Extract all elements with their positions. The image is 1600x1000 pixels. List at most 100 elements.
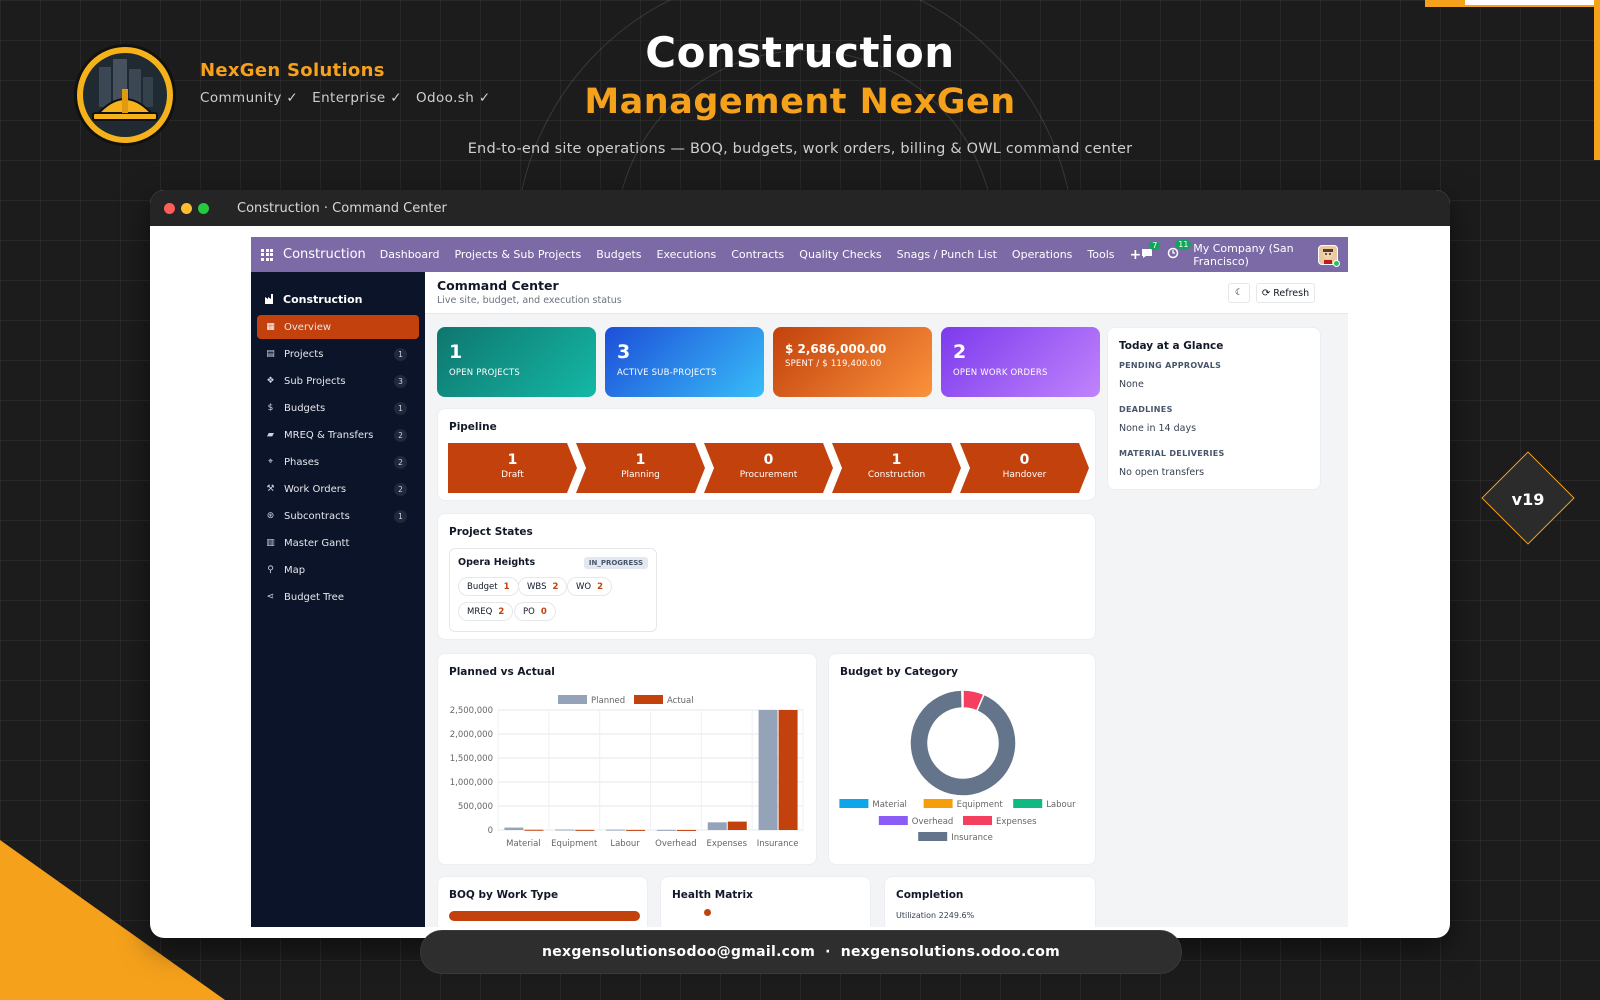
status-badge: IN_PROGRESS [583,557,648,569]
completion-utilization: Utilization 2249.6% [896,911,975,920]
legend-swatch [963,816,992,825]
slice-insurance [909,689,1017,797]
plus-icon[interactable]: + [1129,246,1142,263]
menu-quality-checks[interactable]: Quality Checks [799,248,882,261]
legend-label: Actual [667,696,694,706]
brand-logo [74,44,176,146]
refresh-button[interactable]: ⟳ Refresh [1256,283,1315,303]
planned-vs-actual-chart: Planned Actual 2,500,000 2,000,000 1,500,000… [450,695,804,849]
kpi-value: 3 [617,341,631,363]
activities-icon[interactable]: 11 [1167,240,1192,262]
pill-budget[interactable]: Budget 1 [458,577,519,596]
menu-snags[interactable]: Snags / Punch List [896,248,997,261]
sidebar-heading: Construction [251,286,425,312]
kpi-label: OPEN PROJECTS [449,368,520,378]
sidebar-item-budget-tree[interactable]: ⋖ Budget Tree [257,585,419,609]
pipeline-stage-planning[interactable]: 1 Planning [576,443,705,493]
contact-footer: nexgensolutionsodoo@gmail.com · nexgenso… [420,930,1182,974]
pipeline-stage-handover[interactable]: 0 Handover [960,443,1089,493]
legend-swatch [878,816,908,825]
dark-mode-button[interactable]: ☾ [1228,283,1250,303]
bar-planned [656,829,676,831]
legend-swatch [634,695,663,704]
menu-projects[interactable]: Projects & Sub Projects [454,248,582,261]
x-tick-label: Expenses [707,839,748,849]
app-name[interactable]: Construction [283,247,366,262]
sidebar-item-label: Overview [284,321,332,333]
bar-actual [575,829,595,831]
pipeline-stage-procurement[interactable]: 0 Procurement [704,443,833,493]
x-tick-label: Labour [610,839,640,849]
boq-bar [449,911,640,921]
user-avatar[interactable] [1318,244,1340,267]
page-subtitle: Live site, budget, and execution status [437,295,622,306]
kpi-open-projects[interactable]: 1 OPEN PROJECTS [437,327,596,397]
messages-icon[interactable]: 7 [1141,240,1161,262]
footer-website[interactable]: nexgensolutions.odoo.com [840,944,1061,960]
sidebar-item-label: Budgets [284,402,326,414]
command-center-header: Command Center Live site, budget, and ex… [425,272,1348,314]
chart-title: Planned vs Actual [449,666,555,678]
window-title-bar: Construction · Command Center [150,190,1450,226]
sidebar-item-projects[interactable]: ▤ Projects 1 [257,342,419,366]
sidebar-item-label: Master Gantt [284,537,350,549]
sidebar-item-map[interactable]: ⚲ Map [257,558,419,582]
legend-swatch [839,799,869,808]
company-switcher[interactable]: My Company (San Francisco) [1193,241,1294,268]
menu-executions[interactable]: Executions [656,248,717,261]
sidebar-item-label: Map [284,564,306,576]
sidebar-item-phases[interactable]: ⌖ Phases 2 [257,450,419,474]
apps-grid-icon[interactable] [261,248,273,261]
menu-operations[interactable]: Operations [1011,248,1073,261]
kpi-spent[interactable]: $ 2,686,000.00 SPENT / $ 119,400.00 [773,327,932,397]
pipeline-stage-construction[interactable]: 1 Construction [832,443,961,493]
kpi-active-sub-projects[interactable]: 3 ACTIVE SUB-PROJECTS [605,327,764,397]
health-title: Health Matrix [672,889,753,901]
pill-wbs[interactable]: WBS 2 [518,577,568,596]
sidebar-item-sub-projects[interactable]: ❖ Sub Projects 3 [257,369,419,393]
project-card[interactable]: Opera Heights IN_PROGRESS Budget 1 WBS 2 W… [449,548,657,632]
glance-heading: DEADLINES [1119,405,1173,414]
pill-mreq[interactable]: MREQ 2 [458,602,514,621]
odoo-app: Construction Dashboard Projects & Sub Pr… [251,237,1348,927]
menu-budgets[interactable]: Budgets [596,248,642,261]
sidebar-item-count: 2 [394,428,407,442]
boq-title: BOQ by Work Type [449,889,559,901]
sidebar-item-count: 2 [394,482,407,496]
sidebar-item-mreq[interactable]: ▰ MREQ & Transfers 2 [257,423,419,447]
menu-tools[interactable]: Tools [1087,248,1115,261]
sidebar-item-count: 1 [394,509,407,523]
sidebar-item-subcontracts[interactable]: ⊛ Subcontracts 1 [257,504,419,528]
glance-title: Today at a Glance [1119,340,1224,352]
sidebar-item-overview[interactable]: ▦ Overview [257,315,419,339]
x-tick-label: Material [506,839,541,849]
kpi-open-work-orders[interactable]: 2 OPEN WORK ORDERS [941,327,1100,397]
y-tick-label: 1,500,000 [450,754,493,764]
glance-card: Today at a Glance PENDING APPROVALS None… [1107,327,1321,490]
bar-actual [778,710,798,830]
maximize-dot-icon[interactable] [198,202,209,214]
pipeline-stage-draft[interactable]: 1 Draft [448,443,577,493]
sidebar: Construction ▦ Overview ▤ Projects 1 ❖ S… [251,272,425,927]
moon-icon: ☾ [1234,288,1244,298]
hero-subtitle: End-to-end site operations — BOQ, budget… [467,141,1133,157]
legend-swatch [558,695,587,704]
pill-po[interactable]: PO 0 [514,602,556,621]
sidebar-item-budgets[interactable]: $ Budgets 1 [257,396,419,420]
footer-email[interactable]: nexgensolutionsodoo@gmail.com [541,944,816,960]
menu-dashboard[interactable]: Dashboard [379,248,440,261]
glance-value: None [1119,379,1144,390]
x-tick-label: Overhead [655,839,697,849]
boq-card: BOQ by Work Type [437,876,648,927]
wrench-icon: ⚒ [266,484,275,494]
truck-icon: ▰ [267,430,274,440]
sidebar-item-master-gantt[interactable]: ▥ Master Gantt [257,531,419,555]
legend-swatch [1013,799,1043,808]
pill-wo[interactable]: WO 2 [567,577,613,596]
close-dot-icon[interactable] [164,202,175,214]
minimize-dot-icon[interactable] [181,202,192,214]
legend-label: Material [872,800,907,810]
sidebar-item-work-orders[interactable]: ⚒ Work Orders 2 [257,477,419,501]
health-dot [704,909,711,916]
menu-contracts[interactable]: Contracts [731,248,785,261]
